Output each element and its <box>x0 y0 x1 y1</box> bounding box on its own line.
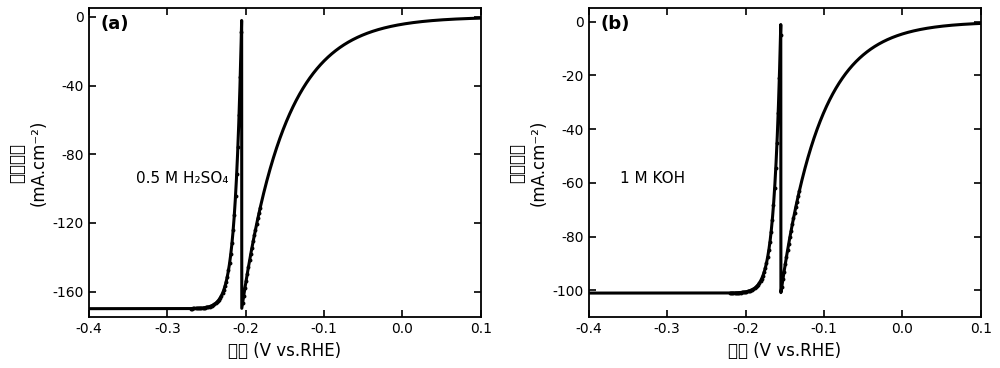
X-axis label: 电势 (V vs.RHE): 电势 (V vs.RHE) <box>228 342 341 360</box>
Text: (a): (a) <box>101 14 129 32</box>
Y-axis label: 电流密度
(mA.cm⁻²): 电流密度 (mA.cm⁻²) <box>8 120 47 206</box>
X-axis label: 电势 (V vs.RHE): 电势 (V vs.RHE) <box>728 342 841 360</box>
Text: 0.5 M H₂SO₄: 0.5 M H₂SO₄ <box>136 171 228 186</box>
Y-axis label: 电流密度
(mA.cm⁻²): 电流密度 (mA.cm⁻²) <box>508 120 547 206</box>
Text: (b): (b) <box>601 14 630 32</box>
Text: 1 M KOH: 1 M KOH <box>620 171 685 186</box>
